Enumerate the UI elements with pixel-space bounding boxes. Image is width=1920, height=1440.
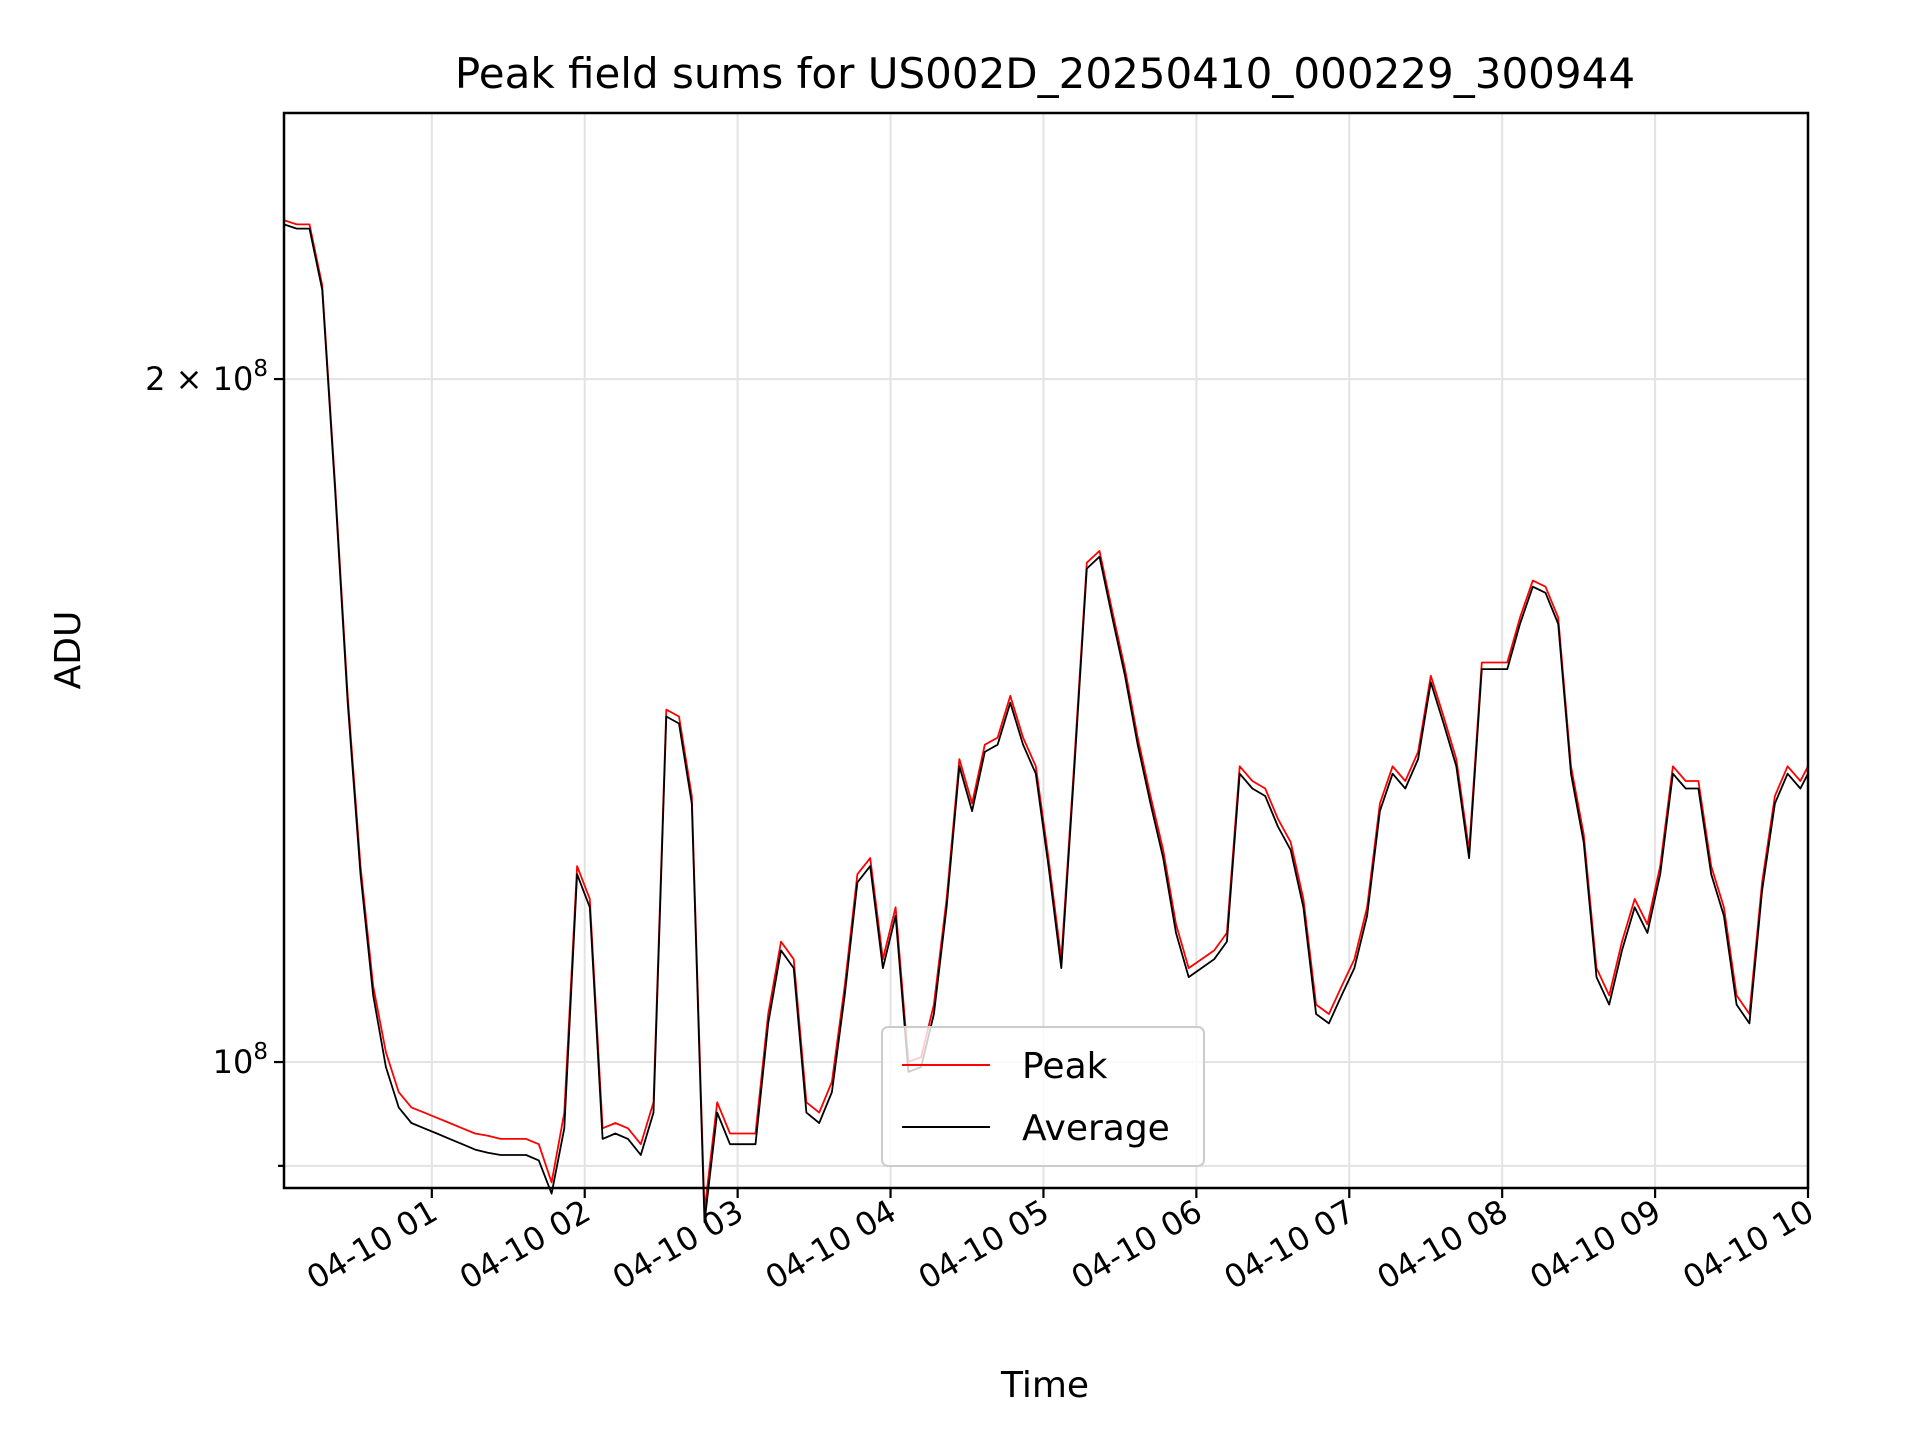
y-axis-label: ADU bbox=[48, 611, 89, 690]
legend: Peak Average bbox=[881, 1026, 1205, 1167]
legend-label-peak: Peak bbox=[1022, 1046, 1108, 1087]
plot-frame bbox=[282, 111, 1810, 1190]
chart-title: Peak field sums for US002D_20250410_0002… bbox=[455, 49, 1635, 98]
legend-label-average: Average bbox=[1022, 1108, 1170, 1149]
y-tick-label: 2 × 108 bbox=[145, 356, 268, 398]
y-axis: 108 2 × 108 bbox=[145, 356, 284, 1167]
series-line-average bbox=[283, 223, 1809, 1224]
x-axis-label: Time bbox=[1000, 1365, 1089, 1406]
series-line-peak bbox=[283, 219, 1809, 1212]
plot-lines bbox=[283, 219, 1809, 1224]
y-tick-label: 108 bbox=[213, 1039, 268, 1081]
legend-box bbox=[881, 1026, 1205, 1167]
